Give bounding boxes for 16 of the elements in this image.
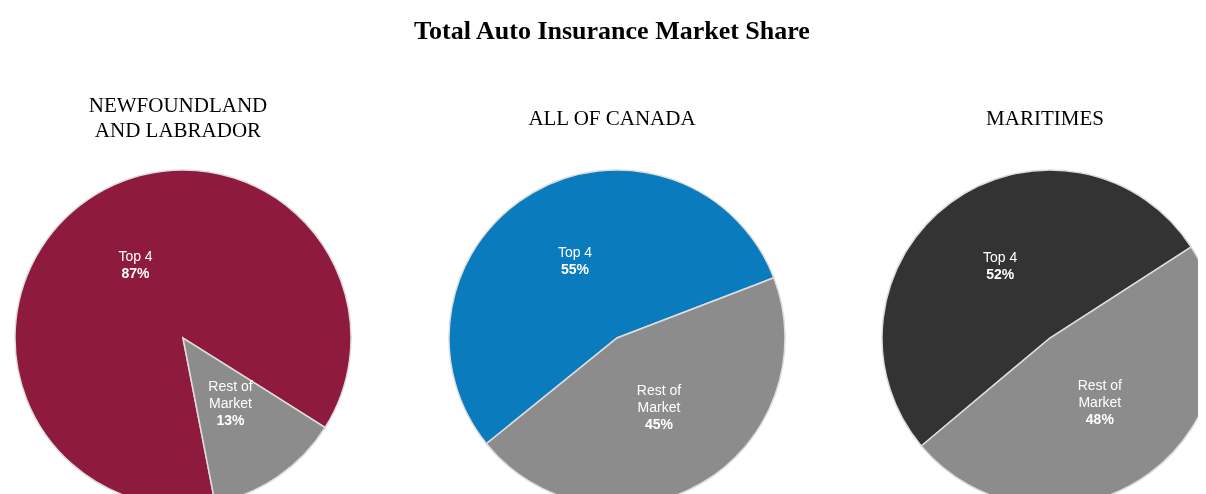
data-label: 13% [216,412,246,429]
slice-label: Rest of Market [208,378,253,412]
slice-label: Top 4 [118,247,153,264]
chart-subtitle: NEWFOUNDLAND AND LABRADOR [87,93,269,143]
chart-subtitle: ALL OF CANADA [527,105,697,131]
data-label: 55% [560,261,590,278]
slice-label: Top 4 [557,244,593,261]
data-label: 45% [644,415,674,432]
data-label: 87% [121,264,151,281]
slice-label: Rest of Market [636,381,682,415]
chart-subtitle: MARITIMES [985,105,1105,131]
slice-label: Rest of Market [1077,376,1123,410]
data-label: 52% [986,266,1015,283]
data-label: 48% [1085,410,1115,427]
chart-title: Total Auto Insurance Market Share [413,16,811,46]
slice-label: Top 4 [983,249,1018,266]
